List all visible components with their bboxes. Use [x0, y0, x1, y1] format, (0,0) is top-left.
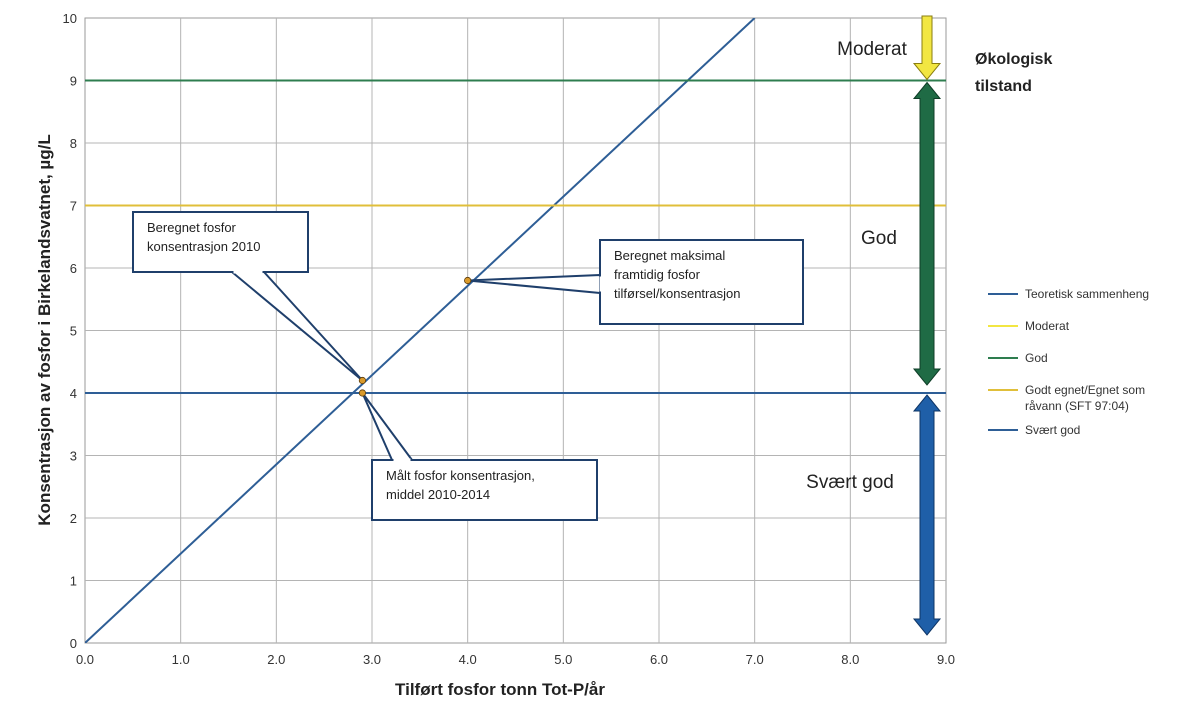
data-point: [464, 276, 472, 285]
legend: Teoretisk sammenheng Moderat God Godt egnet…: [988, 287, 1149, 437]
x-tick-label: 8.0: [841, 652, 859, 667]
y-tick-label: 0: [70, 636, 77, 651]
side-title-line-2: tilstand: [975, 78, 1032, 95]
callout-text-line: Beregnet maksimal: [614, 248, 725, 263]
y-tick-label: 1: [70, 574, 77, 589]
callout-box: [599, 239, 804, 325]
y-tick-label: 3: [70, 449, 77, 464]
callout-text-line: framtidig fosfor: [614, 267, 701, 282]
zone-label: Svært god: [806, 472, 894, 493]
callout-text-line: Målt fosfor konsentrasjon,: [386, 468, 535, 483]
callout-text-line: tilførsel/konsentrasjon: [614, 286, 740, 301]
callouts: Beregnet fosfor konsentrasjon 2010 Beregne…: [132, 211, 804, 521]
legend-label: råvann (SFT 97:04): [1025, 399, 1129, 413]
y-tick-label: 7: [70, 199, 77, 214]
x-axis-title: Tilført fosfor tonn Tot-P/år: [395, 680, 605, 699]
status-zones: Moderat God Svært god: [806, 15, 942, 636]
series-line: [85, 18, 756, 643]
y-axis-title: Konsentrasjon av fosfor i Birkelandsvatn…: [35, 134, 54, 525]
x-tick-label: 5.0: [554, 652, 572, 667]
data-point: [358, 376, 367, 385]
zone-arrow: [912, 15, 942, 81]
callout-text-line: middel 2010-2014: [386, 487, 490, 502]
zone-label: Moderat: [837, 39, 907, 60]
y-tick-label: 2: [70, 511, 77, 526]
legend-label: Godt egnet/Egnet som: [1025, 383, 1145, 397]
legend-label: Teoretisk sammenheng: [1025, 287, 1149, 301]
data-points: [358, 276, 472, 397]
x-tick-label: 7.0: [746, 652, 764, 667]
zone-arrow: [912, 81, 942, 386]
x-tick-label: 6.0: [650, 652, 668, 667]
legend-label: Moderat: [1025, 319, 1070, 333]
y-tick-label: 10: [63, 11, 77, 26]
x-tick-label: 0.0: [76, 652, 94, 667]
zone-label: God: [861, 228, 897, 249]
y-tick-label: 4: [70, 386, 77, 401]
legend-label: Svært god: [1025, 423, 1080, 437]
y-tick-label: 8: [70, 136, 77, 151]
callout-text-line: konsentrasjon 2010: [147, 239, 260, 254]
x-tick-label: 1.0: [172, 652, 190, 667]
x-tick-label: 3.0: [363, 652, 381, 667]
x-tick-label: 9.0: [937, 652, 955, 667]
callout-text-line: Beregnet fosfor: [147, 220, 237, 235]
y-tick-label: 6: [70, 261, 77, 276]
zone-arrow: [912, 394, 942, 636]
data-point: [358, 389, 367, 397]
callout-box: [132, 211, 309, 273]
tick-labels: 0.0 1.0 2.0 3.0 4.0 5.0 6.0 7.0 8.0 9.0 0 1 2 3 4 5 6 7 8 9…: [63, 11, 956, 667]
side-title-line-1: Økologisk: [975, 51, 1052, 68]
callout-box: [371, 459, 598, 521]
y-tick-label: 9: [70, 74, 77, 89]
legend-label: God: [1025, 351, 1048, 365]
y-tick-label: 5: [70, 324, 77, 339]
x-tick-label: 4.0: [459, 652, 477, 667]
x-tick-label: 2.0: [267, 652, 285, 667]
series-lines: [85, 18, 946, 643]
grid: [84, 17, 947, 644]
